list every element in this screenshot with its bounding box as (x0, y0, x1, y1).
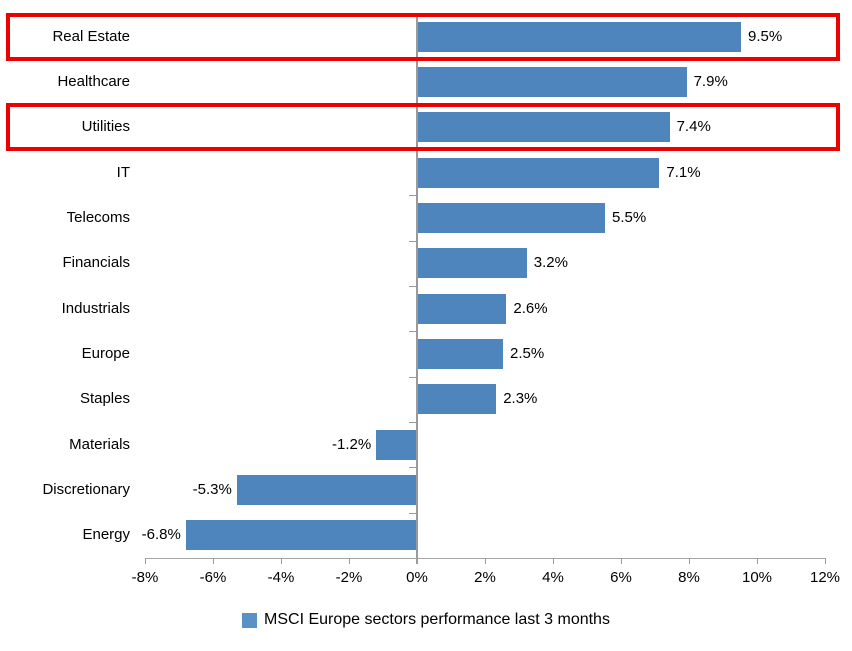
value-label-materials: -1.2% (332, 435, 372, 453)
category-label-europe: Europe (81, 345, 130, 362)
category-axis-tick (409, 286, 416, 287)
value-label-energy: -6.8% (141, 526, 181, 544)
value-axis-tick (689, 558, 690, 564)
bar-telecoms (418, 203, 605, 233)
highlight-box-real-estate (6, 12, 840, 61)
value-axis-tick-label: -6% (199, 569, 227, 586)
value-axis-tick (349, 558, 350, 564)
value-axis-tick (213, 558, 214, 564)
bar-discretionary (236, 475, 417, 505)
bar-staples (418, 384, 497, 415)
value-label-staples: 2.3% (503, 390, 538, 408)
category-axis-tick (409, 376, 416, 378)
bar-financials (418, 248, 527, 279)
value-label-it: 7.1% (666, 163, 701, 181)
category-label-real-estate: Real Estate (52, 27, 130, 45)
value-axis-tick-label: -2% (335, 569, 363, 586)
legend-label: MSCI Europe sectors performance last 3 m… (264, 611, 610, 628)
category-label-industrials: Industrials (61, 299, 130, 317)
bar-healthcare (418, 67, 687, 97)
bar-europe (418, 339, 503, 369)
bar-it (418, 157, 660, 188)
category-label-materials: Materials (69, 435, 130, 453)
bar-materials (376, 429, 417, 460)
value-axis-tick-label: 10% (741, 569, 773, 586)
value-axis-tick (553, 558, 554, 564)
value-axis-tick (621, 558, 622, 564)
value-axis-tick (281, 558, 282, 564)
value-label-europe: 2.5% (510, 345, 545, 362)
category-label-utilities: Utilities (81, 118, 130, 136)
value-axis-tick-label: -4% (267, 569, 295, 586)
value-label-telecoms: 5.5% (612, 209, 647, 226)
value-axis-tick (145, 558, 146, 564)
bar-real-estate (418, 21, 741, 52)
category-axis-tick (409, 422, 416, 423)
value-axis-tick (825, 558, 826, 564)
category-label-it: IT (116, 163, 130, 181)
value-axis-tick-label: 6% (610, 569, 632, 586)
bar-energy (185, 520, 417, 551)
value-axis-tick-label: 2% (474, 569, 496, 586)
value-axis-tick (757, 558, 758, 564)
category-label-discretionary: Discretionary (42, 481, 130, 498)
value-label-utilities: 7.4% (676, 118, 711, 136)
value-label-industrials: 2.6% (513, 299, 548, 317)
value-axis-tick (417, 558, 418, 564)
category-label-staples: Staples (79, 390, 130, 408)
category-label-healthcare: Healthcare (57, 73, 130, 90)
value-axis-tick (485, 558, 486, 564)
value-axis-tick-label: 8% (678, 569, 700, 586)
category-axis-tick (409, 331, 416, 333)
category-label-energy: Energy (82, 526, 130, 544)
category-axis-tick (409, 195, 416, 197)
category-axis-line (416, 14, 418, 564)
category-label-telecoms: Telecoms (66, 209, 130, 226)
category-axis-tick (409, 512, 416, 514)
value-axis-tick-label: 4% (542, 569, 564, 586)
value-axis-tick-label: 12% (809, 569, 841, 586)
highlight-box-utilities (6, 103, 840, 152)
value-label-discretionary: -5.3% (192, 481, 232, 498)
bar-utilities (418, 112, 670, 143)
value-label-real-estate: 9.5% (748, 27, 783, 45)
legend-marker-icon (242, 612, 258, 628)
category-label-financials: Financials (62, 254, 130, 272)
bar-industrials (418, 293, 507, 324)
value-axis-tick-label: 0% (406, 569, 428, 586)
category-axis-tick (409, 467, 416, 469)
value-label-healthcare: 7.9% (693, 73, 728, 90)
value-axis-tick-label: -8% (131, 569, 159, 586)
legend: MSCI Europe sectors performance last 3 m… (0, 611, 852, 629)
value-label-financials: 3.2% (533, 254, 568, 272)
category-axis-tick (409, 240, 416, 242)
